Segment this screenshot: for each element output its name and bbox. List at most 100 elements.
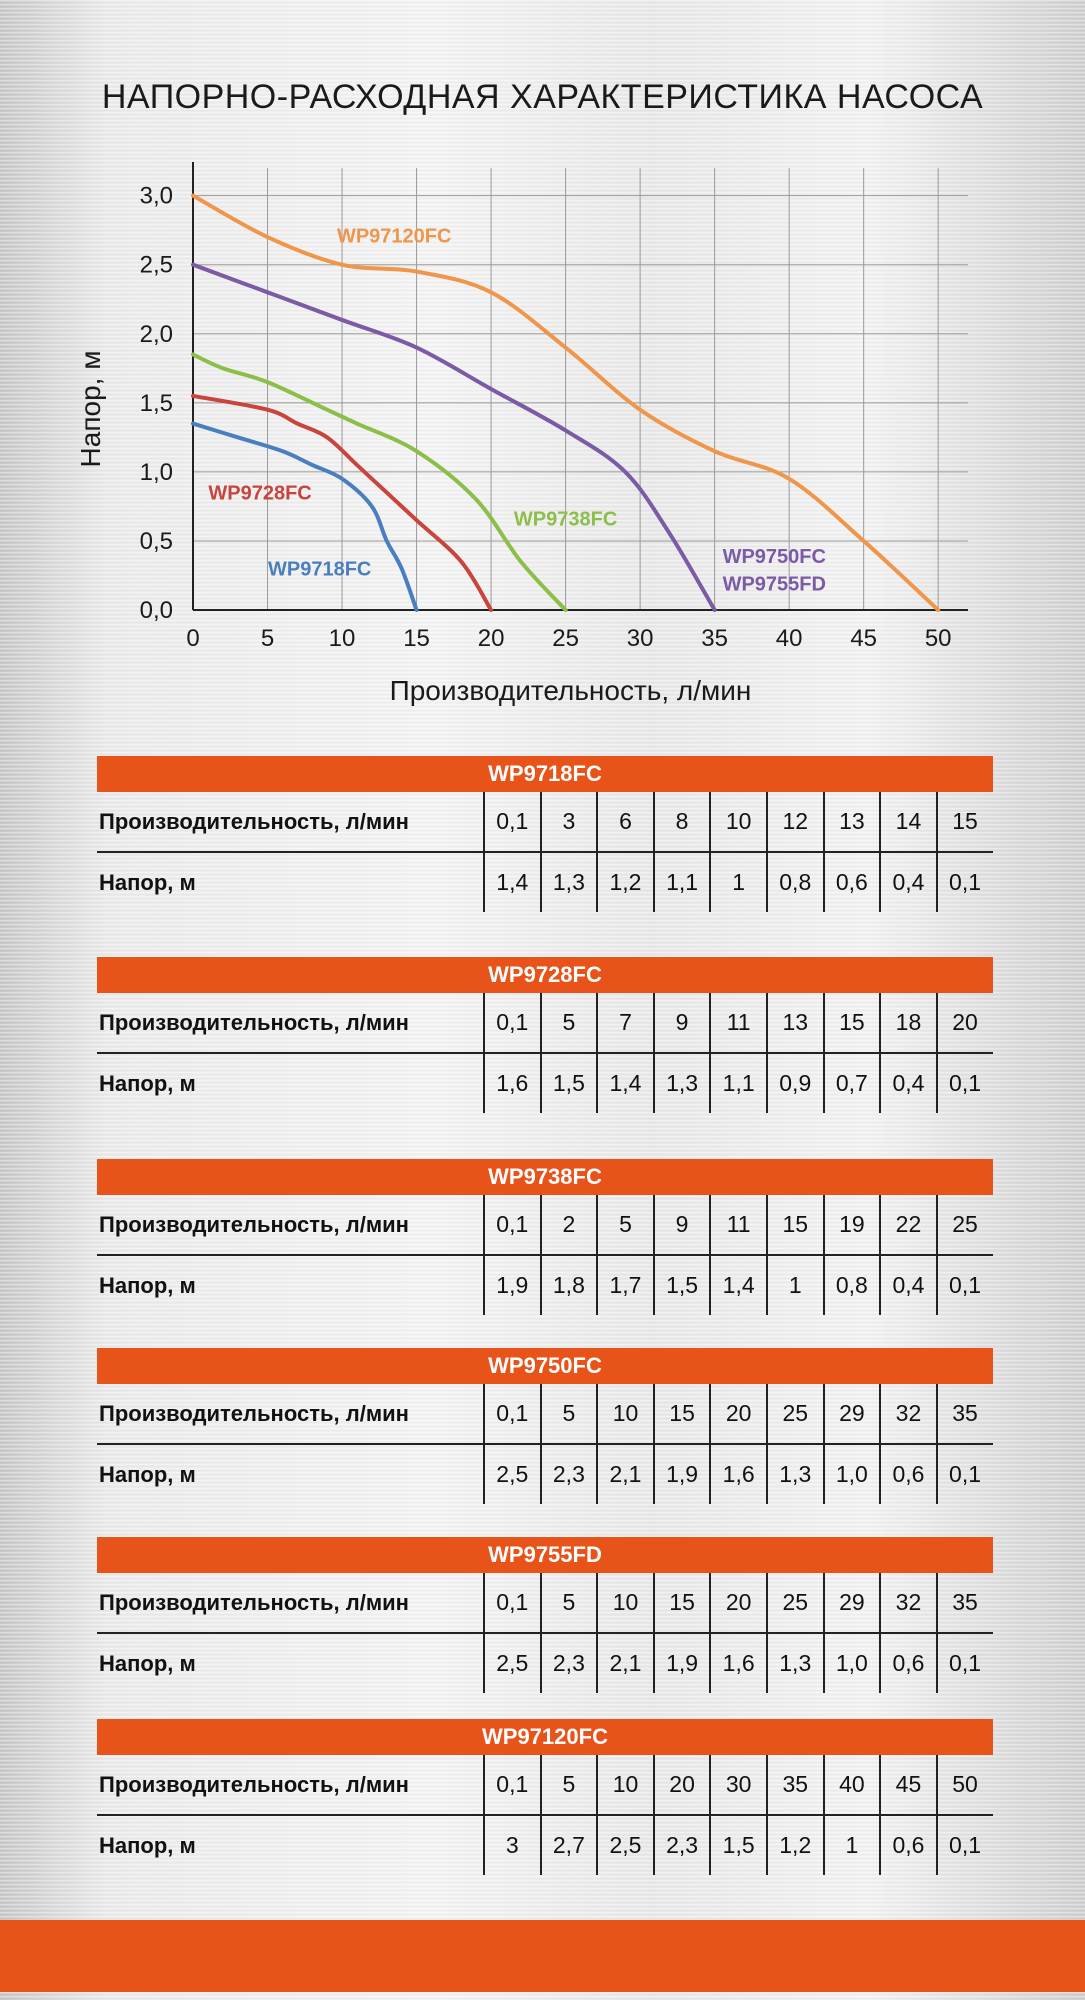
table-row-flow: Производительность, л/мин 0,1 5 7 9 11 13 15 18 2…	[97, 993, 993, 1054]
table-cell: 1	[822, 1816, 880, 1875]
table-model-header: WP9738FC	[97, 1159, 993, 1195]
series-line	[191, 262, 717, 612]
table-cell: 25	[765, 1573, 823, 1632]
table-cell: 1,3	[539, 853, 597, 912]
x-tick-label: 40	[776, 625, 803, 652]
table-cell: 0,1	[935, 1816, 993, 1875]
table-cell: 1,5	[652, 1256, 710, 1315]
series-line	[191, 193, 941, 612]
series-label: WP9738FC	[514, 509, 617, 531]
x-axis-label: Производительность, л/мин	[390, 675, 752, 706]
table-cell: 2,7	[539, 1816, 597, 1875]
series-line	[191, 421, 419, 612]
table-cell: 0,1	[483, 1573, 540, 1632]
table-cell: 15	[935, 792, 993, 851]
table-cell: 0,6	[822, 853, 880, 912]
table-cell: 1	[709, 853, 766, 912]
table-cell: 32	[879, 1573, 936, 1632]
row-label: Напор, м	[99, 1461, 196, 1487]
table-cell: 1,6	[709, 1445, 766, 1504]
table-cell: 0,1	[483, 1755, 540, 1814]
series-label: WP9755FD	[723, 574, 826, 596]
table-row-flow: Производительность, л/мин 0,1 5 10 15 20 25 29 3…	[97, 1384, 993, 1445]
table-cell: 1,4	[596, 1054, 653, 1113]
spec-table: WP97120FC Производительность, л/мин 0,1 5 10…	[97, 1719, 993, 1875]
table-cell: 1,2	[765, 1816, 823, 1875]
table-cell: 6	[596, 792, 653, 851]
table-cell: 5	[596, 1195, 653, 1254]
table-cell: 29	[822, 1384, 880, 1443]
table-cell: 1,3	[765, 1634, 823, 1693]
table-row-head: Напор, м 3 2,7 2,5 2,3 1,5 1,2 1 0,6 0,1	[97, 1816, 993, 1875]
table-cell: 1,3	[652, 1054, 710, 1113]
y-tick-label: 1,5	[140, 390, 173, 417]
table-cell: 32	[879, 1384, 936, 1443]
row-label: Производительность, л/мин	[99, 808, 409, 834]
table-cell: 1,0	[822, 1634, 880, 1693]
table-cell: 1	[765, 1256, 823, 1315]
table-cell: 35	[935, 1573, 993, 1632]
table-cell: 1,9	[652, 1634, 710, 1693]
spec-table: WP9750FC Производительность, л/мин 0,1 5 10 1…	[97, 1348, 993, 1504]
table-cell: 9	[652, 993, 710, 1052]
table-cell: 2,3	[539, 1445, 597, 1504]
table-cell: 1,4	[709, 1256, 766, 1315]
table-row-flow: Производительность, л/мин 0,1 3 6 8 10 12 13 14 1…	[97, 792, 993, 853]
x-tick-label: 20	[478, 625, 505, 652]
row-label: Напор, м	[99, 1272, 196, 1298]
table-row-head: Напор, м 2,5 2,3 2,1 1,9 1,6 1,3 1,0 0,6 0,1	[97, 1445, 993, 1504]
table-row-head: Напор, м 1,4 1,3 1,2 1,1 1 0,8 0,6 0,4 0,1	[97, 853, 993, 912]
table-cell: 1,2	[596, 853, 653, 912]
table-cell: 1,7	[596, 1256, 653, 1315]
table-row-head: Напор, м 1,9 1,8 1,7 1,5 1,4 1 0,8 0,4 0,1	[97, 1256, 993, 1315]
page-title: НАПОРНО-РАСХОДНАЯ ХАРАКТЕРИСТИКА НАСОСА	[101, 78, 984, 116]
y-tick-label: 0,5	[140, 528, 173, 555]
table-cell: 2,3	[652, 1816, 710, 1875]
table-cell: 12	[765, 792, 823, 851]
series-label: WP9718FC	[268, 558, 371, 580]
table-cell: 35	[935, 1384, 993, 1443]
table-cell: 35	[765, 1755, 823, 1814]
table-cell: 0,1	[483, 1195, 540, 1254]
table-cell: 29	[822, 1573, 880, 1632]
x-tick-label: 30	[627, 625, 654, 652]
table-cell: 0,6	[879, 1816, 936, 1875]
table-cell: 5	[539, 993, 597, 1052]
table-model-header: WP9728FC	[97, 957, 993, 993]
row-label: Производительность, л/мин	[99, 1400, 409, 1426]
table-cell: 1,6	[709, 1634, 766, 1693]
table-cell: 3	[483, 1816, 540, 1875]
x-tick-label: 25	[552, 625, 579, 652]
row-label: Напор, м	[99, 1832, 196, 1858]
table-cell: 19	[822, 1195, 880, 1254]
spec-table: WP9728FC Производительность, л/мин 0,1 5 7 9 1…	[97, 957, 993, 1113]
table-cell: 0,1	[483, 792, 540, 851]
table-cell: 0,4	[879, 853, 936, 912]
table-cell: 30	[709, 1755, 766, 1814]
table-cell: 2,1	[596, 1634, 653, 1693]
table-cell: 13	[822, 792, 880, 851]
table-cell: 1,6	[483, 1054, 540, 1113]
table-model-header: WP9718FC	[97, 756, 993, 792]
series-line	[191, 393, 494, 612]
table-cell: 20	[652, 1755, 710, 1814]
table-cell: 0,1	[483, 1384, 540, 1443]
x-tick-label: 10	[329, 625, 356, 652]
table-cell: 18	[879, 993, 936, 1052]
table-row-flow: Производительность, л/мин 0,1 2 5 9 11 15 19 22 2…	[97, 1195, 993, 1256]
table-cell: 1,1	[652, 853, 710, 912]
table-cell: 11	[709, 1195, 766, 1254]
table-cell: 1,9	[483, 1256, 540, 1315]
table-cell: 2,3	[539, 1634, 597, 1693]
x-tick-label: 5	[261, 625, 274, 652]
table-cell: 15	[822, 993, 880, 1052]
table-cell: 1,3	[765, 1445, 823, 1504]
table-cell: 1,8	[539, 1256, 597, 1315]
table-cell: 3	[539, 792, 597, 851]
table-cell: 0,1	[935, 1054, 993, 1113]
x-tick-label: 45	[850, 625, 877, 652]
spec-table: WP9738FC Производительность, л/мин 0,1 2 5 9 1…	[97, 1159, 993, 1315]
y-tick-label: 1,0	[140, 459, 173, 486]
table-cell: 0,1	[483, 993, 540, 1052]
series-label: WP9728FC	[208, 483, 311, 505]
